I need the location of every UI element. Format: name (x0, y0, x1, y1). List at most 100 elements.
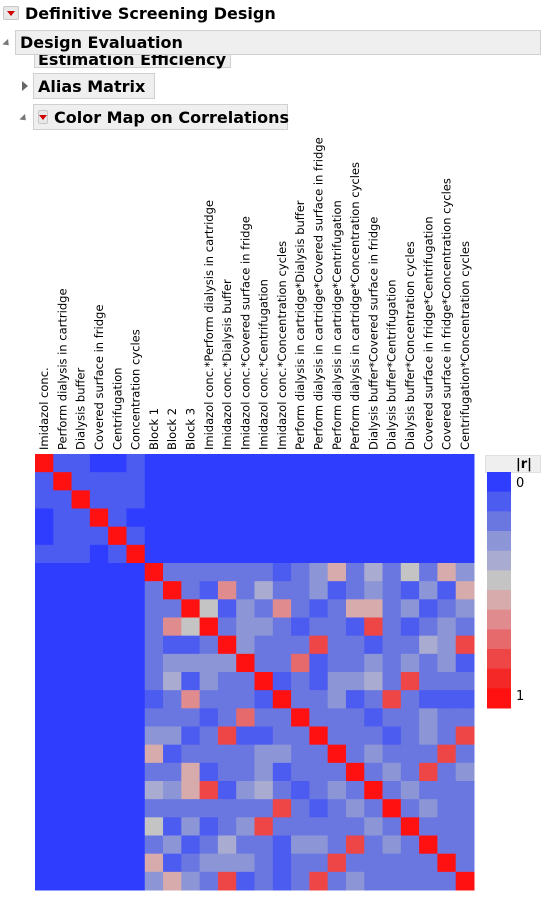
heatmap-cell (199, 726, 219, 746)
heatmap-cell (199, 617, 219, 637)
heatmap-cell (437, 781, 457, 800)
heatmap-cell (345, 726, 365, 746)
heatmap-cell (35, 454, 54, 473)
column-label: Covered surface in fridge*Centrifugation (421, 216, 435, 450)
heatmap-cell (382, 690, 402, 709)
heatmap-cell (53, 544, 73, 564)
design-evaluation-header[interactable]: Design Evaluation (15, 30, 541, 55)
heatmap-cell (199, 581, 219, 600)
heatmap-cell (35, 581, 54, 600)
heatmap-cell (199, 599, 219, 618)
column-label: Perform dialysis in cartridge*Concentrat… (348, 162, 362, 450)
heatmap-cell (181, 853, 201, 873)
heatmap-cell (144, 708, 164, 727)
heatmap-cell (272, 744, 292, 764)
column-label: Covered surface in fridge*Concentration … (440, 178, 454, 450)
heatmap-cell (291, 490, 310, 509)
heatmap-cell (35, 853, 54, 873)
heatmap-cell (455, 690, 475, 709)
heatmap-cell (144, 762, 164, 782)
heatmap-cell (236, 454, 255, 473)
heatmap-cell (419, 472, 438, 491)
heatmap-cell (163, 472, 182, 491)
heatmap-cell (126, 817, 146, 836)
column-label: Perform dialysis in cartridge (55, 288, 69, 450)
heatmap-cell (108, 762, 127, 782)
heatmap-cell (53, 653, 73, 673)
heatmap-cell (126, 835, 146, 855)
heatmap-cell (327, 472, 347, 491)
heatmap-cell (272, 508, 292, 528)
heatmap-cell (291, 544, 310, 564)
heatmap-cell (89, 581, 109, 600)
heatmap-cell (455, 853, 475, 873)
heatmap-cell (327, 781, 347, 800)
heatmap-cell (254, 526, 274, 546)
heatmap-cell (35, 653, 54, 673)
heatmap-cell (437, 490, 457, 509)
heatmap-cell (108, 799, 127, 818)
heatmap-cell (327, 690, 347, 709)
heatmap-cell (181, 817, 201, 836)
heatmap-cell (181, 871, 201, 891)
heatmap-cell (35, 599, 54, 618)
heatmap-cell (217, 563, 237, 582)
heatmap-cell (309, 653, 329, 673)
heatmap-cell (382, 762, 402, 782)
alias-matrix-toggle[interactable] (22, 79, 28, 93)
heatmap-cell (181, 653, 201, 673)
heatmap-cell (126, 762, 146, 782)
heatmap-cell (35, 871, 54, 891)
heatmap-cell (382, 563, 402, 582)
heatmap-cell (291, 817, 310, 836)
heatmap-cell (126, 526, 146, 546)
heatmap-cell (199, 690, 219, 709)
heatmap-cell (291, 672, 310, 691)
red-triangle-menu-icon[interactable] (3, 6, 19, 20)
legend-swatch (487, 688, 511, 709)
heatmap-cell (254, 581, 274, 600)
heatmap-cell (437, 617, 457, 637)
disclosure-closed-icon[interactable] (22, 81, 28, 91)
heatmap-cell (181, 835, 201, 855)
heatmap-cell (437, 672, 457, 691)
legend-max-label: 1 (516, 689, 525, 704)
heatmap-cell (345, 526, 365, 546)
heatmap-cell (163, 726, 182, 746)
heatmap-cell (199, 853, 219, 873)
heatmap-cell (144, 472, 164, 491)
heatmap-cell (181, 508, 201, 528)
heatmap-cell (419, 563, 438, 582)
heatmap-cell (53, 599, 73, 618)
heatmap-cell (291, 799, 310, 818)
alias-matrix-header[interactable]: Alias Matrix (33, 73, 155, 99)
heatmap-cell (217, 581, 237, 600)
heatmap-cell (108, 672, 127, 691)
heatmap-cell (400, 708, 420, 727)
heatmap-cell (327, 508, 347, 528)
heatmap-cell (345, 617, 365, 637)
heatmap-cell (272, 581, 292, 600)
heatmap-cell (35, 617, 54, 637)
heatmap-cell (217, 799, 237, 818)
heatmap-cell (309, 635, 329, 655)
heatmap-cell (364, 799, 384, 818)
heatmap-cell (144, 835, 164, 855)
heatmap-cell (236, 563, 255, 582)
heatmap-cell (126, 672, 146, 691)
red-triangle-menu-icon[interactable] (38, 110, 48, 124)
legend-swatch (487, 649, 511, 670)
heatmap-cell (163, 617, 182, 637)
heatmap-cell (309, 817, 329, 836)
heatmap-cell (382, 472, 402, 491)
heatmap-cell (236, 799, 255, 818)
heatmap-cell (419, 672, 438, 691)
heatmap-cell (89, 781, 109, 800)
heatmap-cell (272, 672, 292, 691)
color-map-header[interactable]: Color Map on Correlations (33, 104, 289, 130)
heatmap-cell (254, 672, 274, 691)
heatmap-cell (199, 544, 219, 564)
heatmap-cell (364, 871, 384, 891)
heatmap-cell (217, 544, 237, 564)
heatmap-cell (144, 454, 164, 473)
